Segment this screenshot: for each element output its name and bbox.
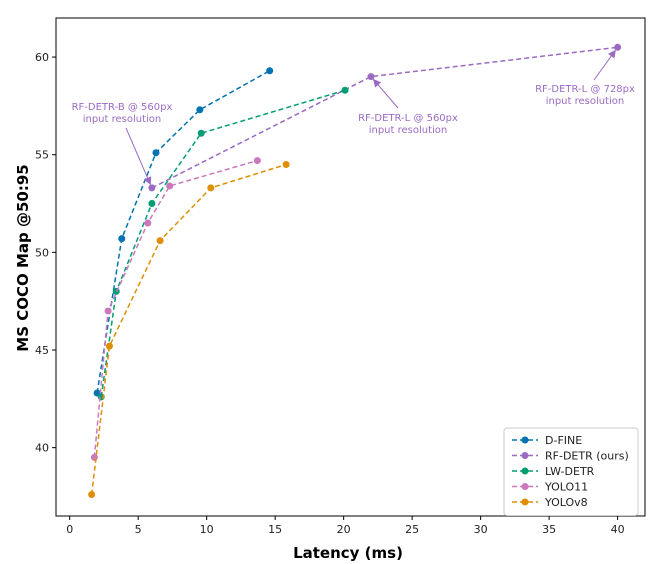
- y-tick-label: 40: [35, 442, 49, 455]
- data-point: [156, 237, 164, 245]
- series-yolov8: [88, 160, 290, 499]
- data-point: [207, 184, 215, 192]
- legend-label: YOLO11: [544, 481, 588, 494]
- legend-marker: [521, 467, 529, 475]
- data-point: [266, 67, 274, 75]
- legend-label: RF-DETR (ours): [545, 450, 629, 463]
- y-tick-label: 60: [35, 51, 49, 64]
- legend-entry: RF-DETR (ours): [512, 450, 629, 463]
- data-point: [88, 491, 96, 499]
- data-point: [148, 184, 156, 192]
- x-tick-label: 5: [135, 523, 142, 536]
- x-tick-label: 0: [66, 523, 73, 536]
- data-point: [118, 235, 126, 243]
- data-point: [152, 149, 160, 157]
- legend-marker: [521, 452, 529, 459]
- data-point: [148, 200, 156, 208]
- y-tick-label: 50: [35, 246, 49, 259]
- data-point: [105, 342, 113, 350]
- series-lw-detr: [97, 86, 349, 401]
- series-rf-detr-ours: [148, 43, 622, 192]
- legend-entry: YOLOv8: [512, 496, 588, 509]
- legend-label: YOLOv8: [544, 496, 588, 509]
- series-line: [90, 163, 287, 495]
- legend-label: LW-DETR: [545, 465, 595, 478]
- legend-label: D-FINE: [545, 434, 582, 447]
- data-point: [166, 182, 174, 190]
- x-tick-label: 35: [542, 523, 556, 536]
- legend-entry: D-FINE: [512, 434, 582, 447]
- annotation-arrow: [125, 127, 152, 186]
- data-point: [614, 43, 622, 51]
- x-tick-label: 30: [474, 523, 488, 536]
- x-axis-title: Latency (ms): [293, 544, 403, 562]
- series-yolo11: [90, 157, 261, 461]
- legend-marker: [521, 436, 529, 444]
- y-tick-label: 55: [35, 149, 49, 162]
- data-point: [104, 307, 112, 315]
- legend-entry: LW-DETR: [512, 465, 595, 478]
- y-tick-label: 45: [35, 344, 49, 357]
- data-point: [144, 219, 152, 227]
- annotation-arrow: [593, 49, 616, 81]
- annotation-text: input resolution: [546, 96, 625, 107]
- plot-area: [55, 17, 646, 517]
- annotation-text: RF-DETR-L @ 728px: [535, 84, 635, 95]
- data-point: [253, 157, 261, 165]
- legend-marker: [521, 498, 529, 506]
- data-point: [197, 129, 205, 137]
- y-axis: 40 45 50 55 60: [35, 51, 56, 455]
- data-point: [90, 453, 98, 461]
- series-line: [151, 46, 618, 189]
- legend: D-FINE RF-DETR (ours) LW-DETR YOLO11 YOLOv8: [503, 427, 639, 516]
- annotation-text: RF-DETR-B @ 560px: [72, 102, 173, 113]
- data-point: [367, 73, 375, 81]
- x-axis: 0 5 10 15 20 25 30 35 40: [66, 516, 625, 536]
- series-line: [93, 159, 258, 458]
- annotation-text: input resolution: [83, 114, 162, 125]
- data-point: [341, 86, 349, 94]
- annotation-text: RF-DETR-L @ 560px: [358, 113, 458, 124]
- x-tick-label: 10: [200, 523, 214, 536]
- legend-entry: YOLO11: [512, 481, 588, 494]
- plot-frame: [55, 17, 646, 517]
- series-layer: [88, 43, 622, 499]
- data-point: [282, 160, 290, 168]
- legend-marker: [521, 483, 529, 490]
- x-tick-label: 20: [337, 523, 351, 536]
- y-axis-title: MS COCO Map @50:95: [14, 164, 32, 351]
- x-tick-label: 40: [611, 523, 625, 536]
- x-tick-label: 25: [405, 523, 419, 536]
- x-tick-label: 15: [268, 523, 282, 536]
- data-point: [196, 106, 204, 114]
- annotation-text: input resolution: [369, 125, 448, 136]
- legend-box: [503, 427, 639, 516]
- annotation-arrow: [373, 78, 399, 109]
